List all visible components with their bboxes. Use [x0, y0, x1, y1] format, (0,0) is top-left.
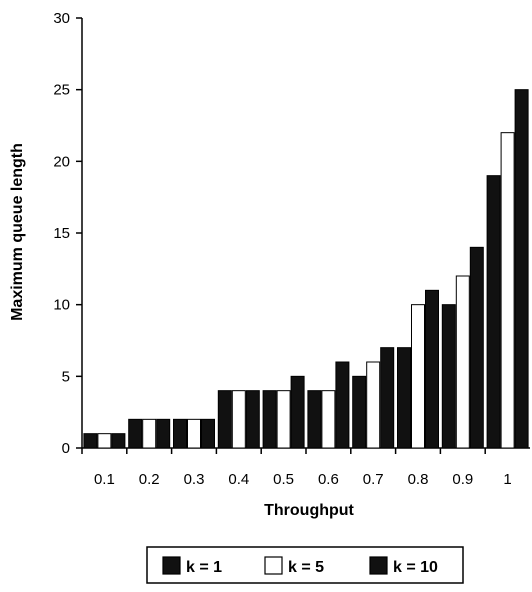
- legend-label: k = 1: [186, 559, 222, 576]
- bar-k10-1: [514, 89, 529, 449]
- x-tick-label: 1: [503, 471, 511, 488]
- bar-k10-0.1: [111, 433, 126, 449]
- bar-k1-1: [486, 175, 501, 449]
- y-tick-label: 10: [53, 297, 70, 314]
- bar-k1-0.6: [307, 390, 322, 449]
- legend-swatch: [369, 556, 388, 575]
- legend: k = 1 k = 5 k = 10: [146, 546, 464, 584]
- bar-k5-0.8: [411, 304, 425, 449]
- bar-k1-0.3: [173, 418, 187, 449]
- bar-k1-0.1: [83, 433, 98, 449]
- legend-swatch: [162, 556, 181, 575]
- bar-k10-0.8: [425, 289, 439, 449]
- bar-k5-0.7: [366, 361, 381, 449]
- legend-swatch: [264, 556, 283, 575]
- bar-k10-0.6: [335, 361, 350, 449]
- x-tick-label: 0.5: [273, 471, 294, 488]
- y-tick-label: 0: [62, 440, 70, 457]
- x-tick-label: 0.2: [139, 471, 160, 488]
- bar-k5-1: [500, 132, 515, 449]
- bar-k10-0.2: [156, 418, 171, 449]
- y-axis-title: Maximum queue length: [9, 143, 26, 321]
- bar-k10-0.7: [380, 347, 395, 449]
- x-tick-label: 0.1: [94, 471, 115, 488]
- y-tick-label: 25: [53, 82, 70, 99]
- y-tick-label: 5: [62, 368, 70, 385]
- x-tick-label: 0.6: [318, 471, 339, 488]
- x-tick-label: 0.7: [363, 471, 384, 488]
- legend-box: [146, 546, 464, 584]
- bar-k5-0.1: [97, 433, 112, 449]
- bar-k10-0.4: [245, 390, 260, 449]
- y-tick-label: 20: [53, 153, 70, 170]
- legend-label: k = 10: [393, 559, 438, 576]
- x-tick-label: 0.8: [408, 471, 429, 488]
- bar-k5-0.2: [142, 418, 157, 449]
- bar-k5-0.9: [455, 275, 470, 449]
- bar-k1-0.4: [217, 390, 232, 449]
- plot-area: 0 5 10 15 20 25 30 0.1 0.2 0.3 0.4 0.5 0.6 0.7 0.8 0.9 1: [53, 10, 530, 488]
- x-tick-label: 0.3: [184, 471, 205, 488]
- bar-k10-0.9: [469, 246, 484, 449]
- x-tick-label: 0.4: [228, 471, 249, 488]
- bar-k1-0.2: [128, 418, 143, 449]
- bar-k1-0.9: [441, 304, 456, 449]
- x-axis-title: Throughput: [264, 502, 354, 519]
- y-tick-label: 30: [53, 10, 70, 27]
- bar-k1-0.5: [262, 390, 277, 449]
- x-tick-label: 0.9: [452, 471, 473, 488]
- bar-k5-0.6: [321, 390, 336, 449]
- bar-k1-0.8: [397, 347, 411, 449]
- bar-k5-0.5: [276, 390, 291, 449]
- legend-label: k = 5: [288, 559, 324, 576]
- y-tick-label: 15: [53, 225, 70, 242]
- bar-k10-0.5: [290, 375, 305, 449]
- bar-k5-0.3: [187, 418, 201, 449]
- bar-k1-0.7: [352, 375, 367, 449]
- bar-k10-0.3: [201, 418, 215, 449]
- bar-k5-0.4: [231, 390, 246, 449]
